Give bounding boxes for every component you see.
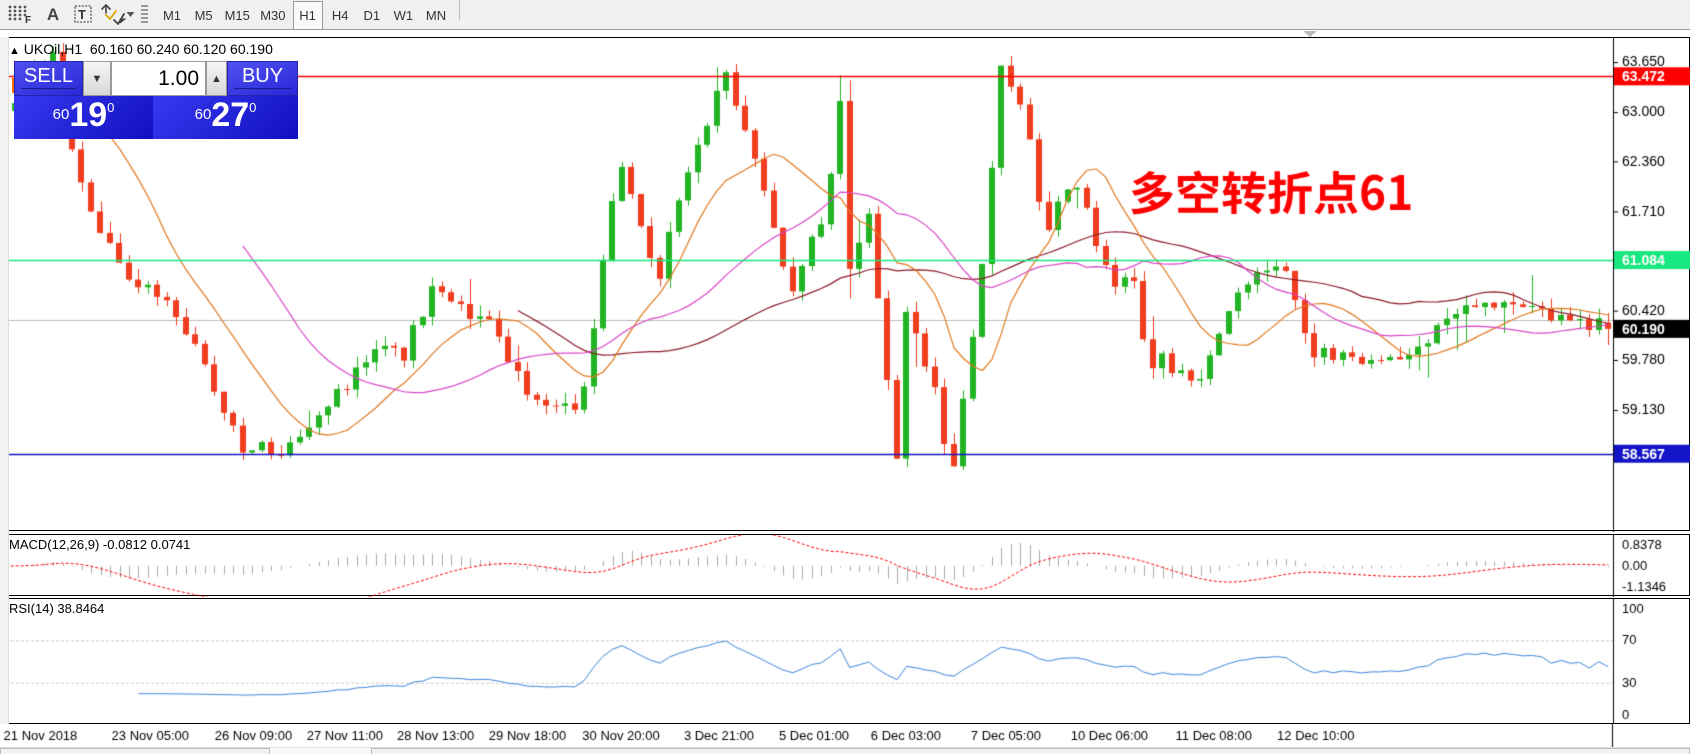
svg-text:F: F (25, 15, 31, 26)
svg-text:T: T (78, 7, 86, 22)
